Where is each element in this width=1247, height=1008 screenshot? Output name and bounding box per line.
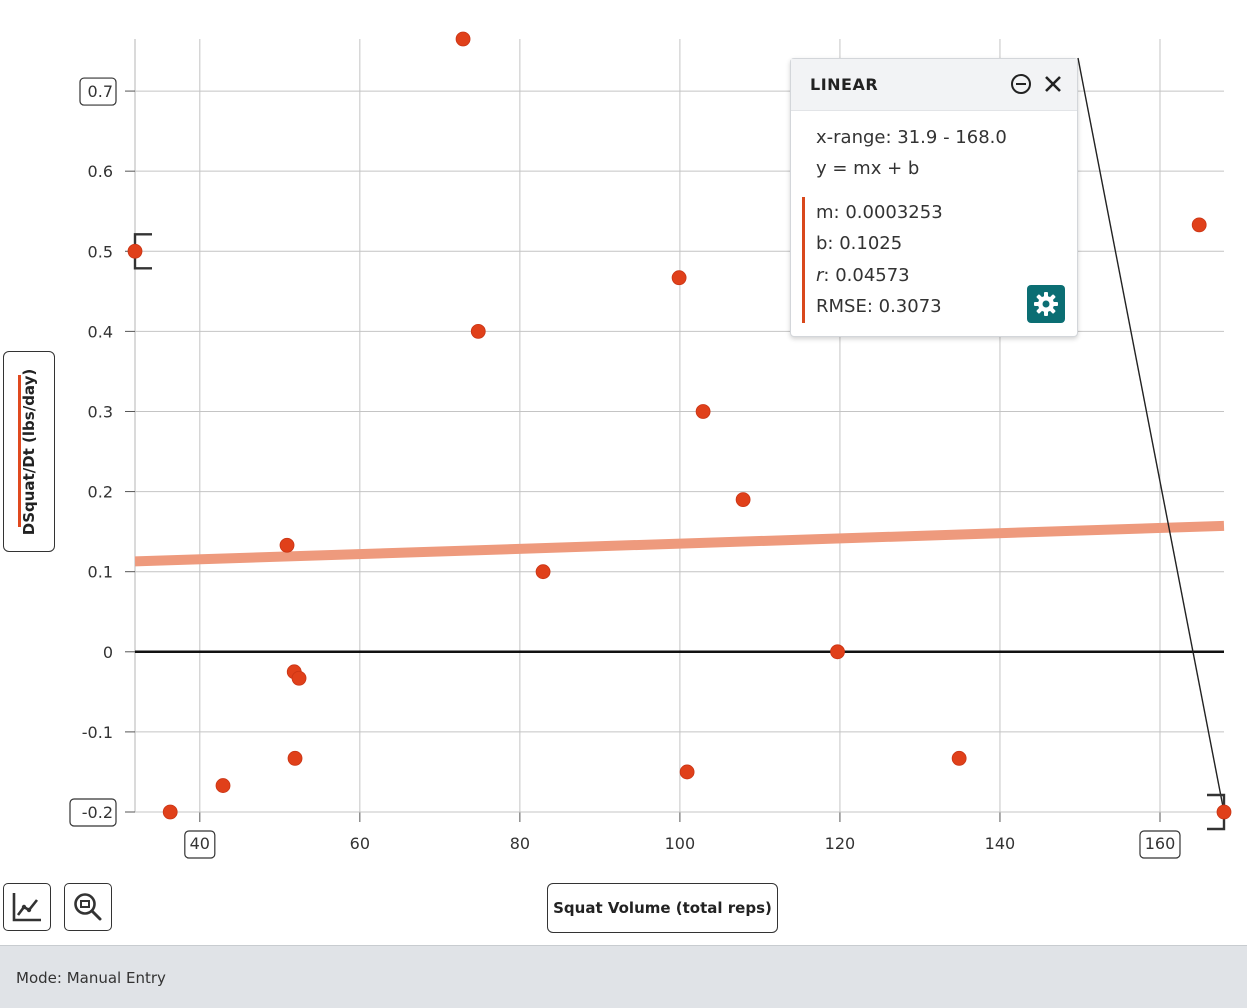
fit-panel-title: LINEAR bbox=[810, 75, 879, 94]
graph-settings-icon bbox=[12, 893, 41, 922]
connector-line-layer bbox=[1077, 57, 1225, 813]
panel-connector-line bbox=[1077, 57, 1225, 813]
zoom-fit-icon bbox=[74, 893, 102, 921]
data-point[interactable] bbox=[535, 564, 551, 580]
linear-fit-panel: LINEAR x-range: 31.9 - 168.0 y = mx + b … bbox=[790, 58, 1078, 337]
graph-tool-button[interactable] bbox=[3, 883, 51, 931]
data-point[interactable] bbox=[291, 670, 307, 686]
collapse-icon[interactable] bbox=[1010, 73, 1032, 95]
data-point[interactable] bbox=[735, 492, 751, 507]
x-axis-label-button[interactable]: Squat Volume (total reps) bbox=[547, 883, 778, 933]
gear-icon bbox=[1034, 292, 1058, 316]
data-point[interactable] bbox=[830, 644, 845, 660]
data-point[interactable] bbox=[287, 750, 303, 766]
y-tick-label: 0.2 bbox=[88, 483, 113, 502]
x-tick-box[interactable] bbox=[184, 830, 216, 859]
mode-status: Mode: Manual Entry bbox=[16, 969, 166, 987]
fit-r-value: : 0.04573 bbox=[823, 265, 910, 286]
y-tick-label: 0.6 bbox=[88, 162, 113, 181]
x-tick-label: 80 bbox=[510, 834, 530, 853]
data-point[interactable] bbox=[127, 243, 143, 259]
data-point[interactable] bbox=[279, 537, 295, 553]
data-point[interactable] bbox=[671, 270, 687, 286]
x-tick-box[interactable] bbox=[1139, 830, 1181, 859]
fit-equation: y = mx + b bbox=[816, 158, 920, 179]
fit-slope: m: 0.0003253 bbox=[816, 202, 943, 223]
data-point[interactable] bbox=[470, 323, 486, 339]
close-icon[interactable] bbox=[1042, 73, 1064, 95]
data-point[interactable] bbox=[695, 404, 711, 419]
x-tick-label: 140 bbox=[985, 834, 1016, 853]
y-tick-label: 0.7 bbox=[88, 82, 113, 101]
fit-settings-button[interactable] bbox=[1027, 285, 1065, 323]
fit-intercept: b: 0.1025 bbox=[816, 233, 903, 254]
fit-panel-header: LINEAR bbox=[791, 59, 1077, 111]
y-tick-label: -0.2 bbox=[82, 803, 113, 822]
data-point[interactable] bbox=[455, 31, 471, 47]
y-tick-label: 0.5 bbox=[88, 242, 113, 261]
y-tick-label: 0.4 bbox=[88, 322, 113, 341]
y-tick-box[interactable] bbox=[79, 77, 117, 106]
y-tick-label: 0 bbox=[103, 643, 113, 662]
x-tick-label: 160 bbox=[1145, 834, 1176, 853]
data-point[interactable] bbox=[679, 764, 695, 780]
y-axis-label: DSquat/Dt (lbs/day) bbox=[20, 368, 38, 535]
status-bar: Mode: Manual Entry bbox=[0, 945, 1247, 1008]
fit-line-layer bbox=[134, 520, 1225, 567]
y-series-swatch bbox=[18, 375, 21, 527]
fit-r-label: r bbox=[816, 265, 824, 286]
y-tick-label: -0.1 bbox=[82, 723, 113, 742]
data-point[interactable] bbox=[215, 778, 231, 793]
x-tick-label: 40 bbox=[190, 834, 210, 853]
fit-correlation: r: 0.04573 bbox=[816, 265, 910, 286]
y-axis-label-button[interactable]: DSquat/Dt (lbs/day) bbox=[3, 351, 55, 552]
fit-x-range: x-range: 31.9 - 168.0 bbox=[816, 127, 1007, 148]
y-tick-label: 0.3 bbox=[88, 402, 113, 421]
data-points[interactable] bbox=[127, 31, 1232, 820]
data-point[interactable] bbox=[951, 750, 967, 766]
x-tick-label: 60 bbox=[350, 834, 370, 853]
y-tick-box[interactable] bbox=[69, 798, 117, 827]
y-tick-label: 0.1 bbox=[88, 563, 113, 582]
zoom-fit-button[interactable] bbox=[64, 883, 112, 931]
fit-color-bar bbox=[802, 197, 805, 323]
x-tick-label: 120 bbox=[825, 834, 856, 853]
x-axis-label: Squat Volume (total reps) bbox=[553, 899, 772, 917]
linear-fit-line[interactable] bbox=[134, 520, 1225, 567]
data-point[interactable] bbox=[162, 804, 178, 820]
fit-rmse: RMSE: 0.3073 bbox=[816, 296, 942, 317]
data-point[interactable] bbox=[1216, 804, 1232, 820]
x-tick-label: 100 bbox=[665, 834, 696, 853]
data-point[interactable] bbox=[1191, 217, 1207, 233]
tick-labels: 40 60 80 100 120 140 160 -0.2 -0.1 0 0.1 0.2 0.3 0.4 0… bbox=[69, 77, 1181, 859]
